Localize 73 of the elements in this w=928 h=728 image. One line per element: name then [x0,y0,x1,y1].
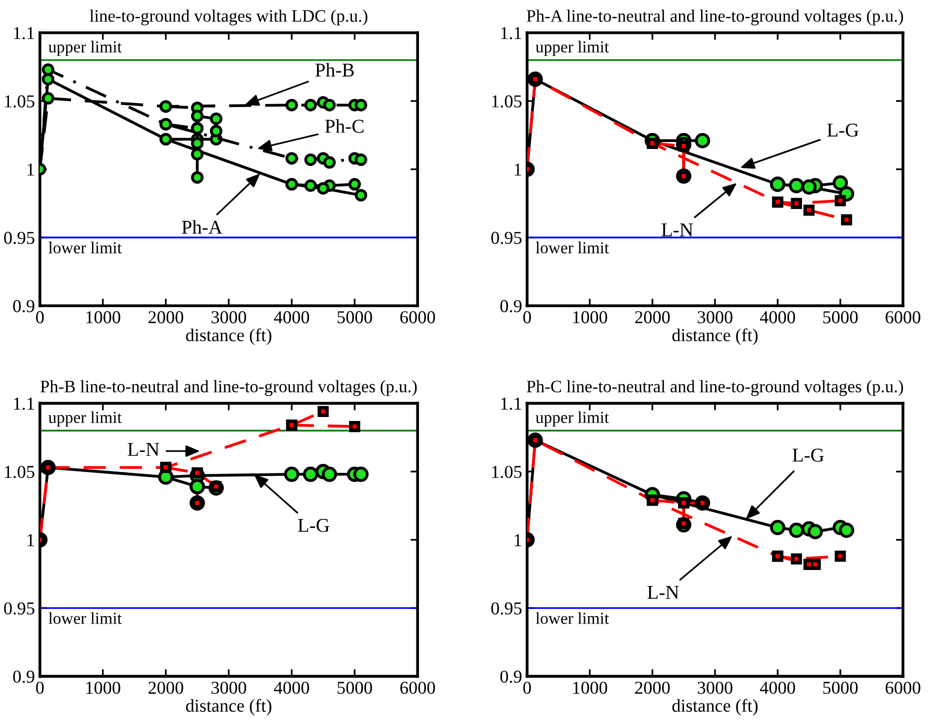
annotation: L-N [662,223,693,236]
x-tick-label: 4000 [274,311,310,324]
x-tick-label: 4000 [760,311,796,324]
ref-line-label: upper limit [48,411,122,426]
ref-line-label: lower limit [536,612,609,624]
y-tick-label: 0.9 [13,300,34,312]
chart-title: Ph-A line-to-neutral and line-to-ground voltages (p.u.) [526,10,904,26]
x-tick-label: 4000 [274,682,310,694]
x-tick-label: 1000 [86,311,120,324]
y-tick-label: 0.95 [491,232,522,244]
y-tick-label: 1.05 [5,95,34,108]
annotation: L-G [792,448,824,462]
y-tick-label: 0.9 [13,670,34,683]
y-tick-label: 1.1 [14,27,34,40]
annotation: Ph-B [315,62,354,77]
y-tick-label: 1.1 [501,398,522,410]
x-axis-title: distance (ft) [672,698,758,716]
x-tick-label: 0 [523,311,531,324]
x-tick-label: 3000 [212,682,246,694]
y-tick-label: 0.9 [500,300,522,312]
x-tick-label: 2000 [148,311,184,324]
x-tick-label: 5000 [823,311,858,324]
y-tick-label: 0.95 [4,232,34,244]
ref-line-label: upper limit [48,40,122,56]
annotation: Ph-A [182,220,222,234]
y-tick-label: 0.9 [500,670,522,683]
x-tick-label: 5000 [823,682,858,694]
x-tick-label: 2000 [635,682,670,694]
x-tick-label: 1000 [86,682,120,694]
x-tick-label: 5000 [338,682,372,694]
x-tick-label: 5000 [338,311,372,324]
x-tick-label: 4000 [760,682,796,694]
y-tick-label: 1.1 [14,398,34,410]
y-tick-label: 1.05 [492,95,522,108]
x-tick-label: 6000 [400,311,435,324]
annotation: L-N [128,443,160,456]
y-tick-label: 1.05 [5,466,34,478]
x-axis-title: distance (ft) [672,328,758,345]
y-tick-label: 0.95 [491,602,522,615]
y-tick-label: 0.95 [4,602,34,615]
x-axis-title: distance (ft) [186,698,272,716]
y-tick-label: 1 [514,164,522,176]
y-tick-label: 1 [28,164,34,176]
x-tick-label: 2000 [148,682,184,694]
y-tick-label: 1.05 [492,466,522,478]
y-tick-label: 1 [28,534,34,546]
x-tick-label: 0 [36,682,44,694]
chart-title: line-to-ground voltages with LDC (p.u.) [90,10,368,26]
x-tick-label: 6000 [886,311,920,324]
ref-line-label: upper limit [536,411,609,426]
annotation: L-G [827,124,858,137]
x-tick-label: 6000 [886,682,920,694]
x-tick-label: 3000 [698,682,732,694]
x-tick-label: 0 [36,311,44,324]
ref-line-label: upper limit [536,40,609,56]
annotation: Ph-C [325,119,364,133]
y-tick-label: 1.1 [501,27,522,40]
x-tick-label: 2000 [635,311,670,324]
x-tick-label: 1000 [573,682,608,694]
chart-title: Ph-B line-to-neutral and line-to-ground voltages (p.u.) [40,380,417,396]
ref-line-label: lower limit [536,242,609,254]
x-tick-label: 6000 [400,682,435,694]
x-axis-title: distance (ft) [186,328,272,345]
y-tick-label: 1 [514,534,522,546]
ref-line-label: lower limit [48,612,122,624]
ref-line-label: lower limit [48,242,122,254]
x-tick-label: 0 [523,682,531,694]
chart-title: Ph-C line-to-neutral and line-to-ground voltages (p.u.) [526,380,904,396]
x-tick-label: 3000 [212,311,246,324]
annotation: L-N [647,586,679,599]
x-tick-label: 3000 [698,311,732,324]
x-tick-label: 1000 [573,311,608,324]
annotation: L-G [298,518,330,532]
